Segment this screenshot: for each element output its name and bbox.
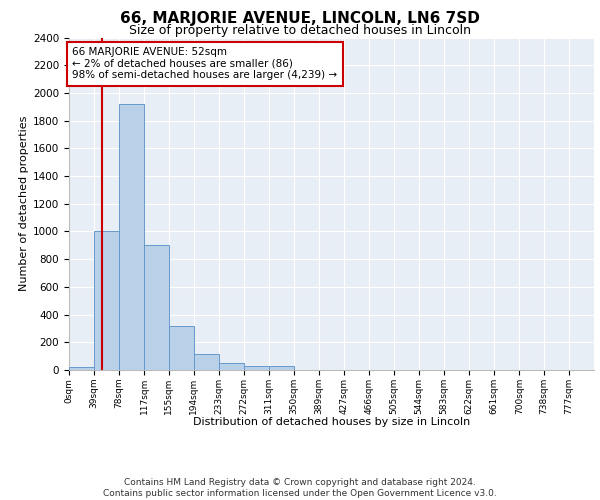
- Bar: [119, 104, 144, 370]
- Bar: [219, 363, 244, 370]
- Text: Contains HM Land Registry data © Crown copyright and database right 2024.
Contai: Contains HM Land Registry data © Crown c…: [103, 478, 497, 498]
- Text: 66 MARJORIE AVENUE: 52sqm
← 2% of detached houses are smaller (86)
98% of semi-d: 66 MARJORIE AVENUE: 52sqm ← 2% of detach…: [72, 47, 337, 80]
- X-axis label: Distribution of detached houses by size in Lincoln: Distribution of detached houses by size …: [193, 417, 470, 427]
- Bar: [269, 366, 294, 370]
- Bar: [194, 354, 219, 370]
- Bar: [144, 246, 169, 370]
- Y-axis label: Number of detached properties: Number of detached properties: [19, 116, 29, 292]
- Text: 66, MARJORIE AVENUE, LINCOLN, LN6 7SD: 66, MARJORIE AVENUE, LINCOLN, LN6 7SD: [120, 11, 480, 26]
- Bar: [169, 326, 194, 370]
- Bar: [69, 367, 94, 370]
- Text: Size of property relative to detached houses in Lincoln: Size of property relative to detached ho…: [129, 24, 471, 37]
- Bar: [244, 366, 269, 370]
- Bar: [94, 232, 119, 370]
